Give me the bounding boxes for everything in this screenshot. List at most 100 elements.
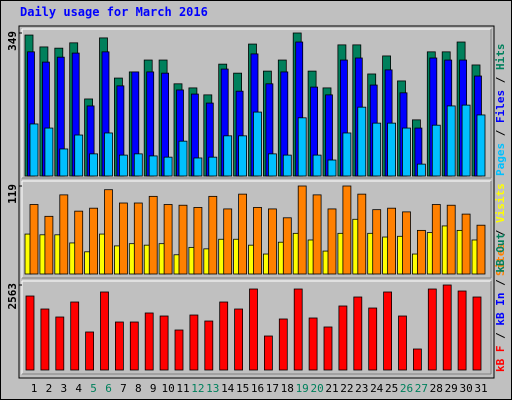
- bar: [368, 307, 378, 371]
- bar: [100, 291, 109, 371]
- legend-entry: Files: [494, 90, 507, 123]
- bar: [119, 154, 128, 177]
- legend-separator: /: [494, 326, 507, 346]
- bar: [44, 215, 54, 275]
- bar: [327, 208, 337, 275]
- legend-entry: Pages: [494, 143, 507, 176]
- bar: [74, 210, 84, 275]
- bar: [387, 207, 397, 275]
- x-tick-label: 6: [105, 382, 112, 395]
- legend-separator: /: [494, 223, 507, 243]
- bar: [174, 329, 184, 371]
- x-tick-label: 10: [161, 382, 174, 395]
- bar: [353, 296, 363, 371]
- bar: [234, 308, 244, 371]
- bar: [476, 114, 486, 177]
- x-tick-label: 1: [31, 382, 38, 395]
- bar: [104, 132, 113, 177]
- x-tick-label: 31: [474, 382, 487, 395]
- bar: [372, 122, 382, 177]
- x-tick-label: 16: [251, 382, 264, 395]
- chart-title: Daily usage for March 2016: [20, 5, 208, 19]
- bar: [431, 124, 441, 177]
- bar: [29, 123, 39, 177]
- bar: [29, 204, 39, 275]
- bar: [357, 106, 367, 177]
- bar: [223, 208, 233, 275]
- x-tick-label: 4: [75, 382, 82, 395]
- bar: [312, 194, 322, 275]
- x-tick-label: 14: [221, 382, 235, 395]
- x-tick-label: 23: [355, 382, 368, 395]
- x-tick-label: 2: [46, 382, 53, 395]
- x-tick-label: 29: [445, 382, 458, 395]
- bar: [431, 204, 441, 275]
- x-tick-label: 28: [430, 382, 443, 395]
- bar: [59, 194, 69, 275]
- bar: [163, 156, 173, 177]
- x-tick-label: 5: [90, 382, 97, 395]
- bar: [308, 317, 318, 371]
- bar: [253, 111, 262, 177]
- bar: [148, 195, 158, 275]
- legend-entry: kB In: [494, 293, 507, 326]
- bar: [59, 148, 69, 177]
- x-tick-label: 26: [400, 382, 413, 395]
- bar: [159, 315, 169, 371]
- legend-entry: Visits: [494, 183, 507, 223]
- x-tick-label: 30: [459, 382, 472, 395]
- x-tick-label: 19: [296, 382, 309, 395]
- x-tick-label: 11: [176, 382, 189, 395]
- bar: [293, 288, 303, 371]
- bar: [40, 308, 50, 371]
- bar: [398, 315, 407, 371]
- bar: [446, 204, 456, 275]
- bar: [208, 156, 218, 177]
- x-tick-label: 12: [191, 382, 204, 395]
- bar: [148, 155, 158, 177]
- bar: [144, 312, 154, 371]
- bar: [238, 193, 248, 275]
- bar: [208, 195, 218, 275]
- bar: [133, 153, 143, 177]
- bar: [446, 105, 456, 177]
- bar: [70, 301, 80, 371]
- x-tick-label: 22: [340, 382, 353, 395]
- bar: [312, 154, 322, 177]
- bar: [372, 209, 382, 275]
- bar: [282, 217, 292, 275]
- bar: [193, 157, 203, 177]
- bar: [427, 288, 437, 371]
- bar: [461, 104, 471, 177]
- bar: [204, 320, 214, 371]
- x-tick-label: 9: [150, 382, 157, 395]
- bar: [253, 207, 262, 275]
- legend-entry: kB F: [494, 346, 507, 373]
- x-tick-label: 20: [310, 382, 323, 395]
- bar: [104, 189, 113, 275]
- x-tick-label: 18: [281, 382, 294, 395]
- bar: [461, 213, 471, 275]
- legend-entry: Hits: [494, 44, 507, 71]
- bar: [416, 229, 426, 275]
- legend: Pages / Files / Hits: [494, 44, 507, 177]
- bar: [25, 295, 35, 371]
- x-tick-label: 15: [236, 382, 249, 395]
- bar: [219, 301, 229, 371]
- bar: [74, 134, 84, 177]
- bar: [189, 314, 199, 371]
- bar: [163, 204, 173, 275]
- y-tick-label: 349: [6, 31, 19, 51]
- bar: [472, 296, 482, 371]
- y-tick-label: 119: [6, 184, 19, 204]
- bar: [133, 202, 143, 275]
- x-tick-label: 27: [415, 382, 428, 395]
- bar: [338, 305, 348, 371]
- bar: [357, 193, 367, 275]
- bar: [89, 207, 98, 275]
- legend: kB F / kB In / kB Out: [494, 233, 507, 372]
- bar: [323, 326, 333, 371]
- legend-separator: /: [494, 273, 507, 293]
